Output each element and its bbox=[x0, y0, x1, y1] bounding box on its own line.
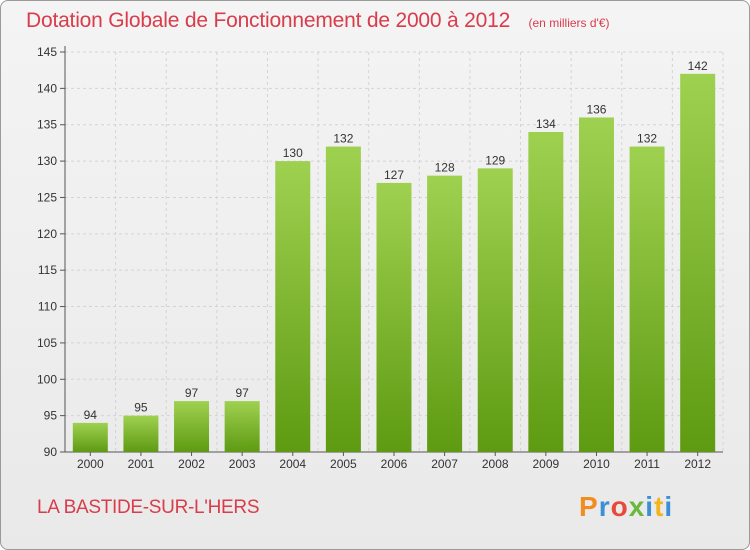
bar[interactable] bbox=[680, 73, 716, 453]
bar-value-label: 134 bbox=[536, 117, 556, 131]
y-tick-label: 125 bbox=[37, 190, 57, 204]
x-tick-label: 2012 bbox=[684, 457, 711, 471]
x-tick-label: 2011 bbox=[634, 457, 660, 471]
chart-title: Dotation Globale de Fonctionnement de 20… bbox=[26, 9, 511, 32]
bar[interactable] bbox=[123, 415, 159, 452]
bar-value-label: 132 bbox=[333, 132, 353, 146]
bar[interactable] bbox=[376, 182, 412, 452]
bar[interactable] bbox=[528, 132, 564, 452]
bar-value-label: 95 bbox=[134, 401, 148, 415]
title-row: Dotation Globale de Fonctionnement de 20… bbox=[26, 9, 610, 33]
bar[interactable] bbox=[427, 175, 463, 453]
y-tick-label: 135 bbox=[37, 118, 57, 132]
x-tick-label: 2003 bbox=[229, 457, 256, 471]
y-tick-label: 120 bbox=[37, 227, 57, 241]
bar-value-label: 129 bbox=[485, 153, 505, 167]
chart-subtitle: (en milliers d'€) bbox=[528, 16, 610, 30]
y-tick-label: 105 bbox=[37, 336, 57, 350]
x-tick-label: 2002 bbox=[178, 457, 205, 471]
bar-value-label: 127 bbox=[384, 168, 404, 182]
bar-value-label: 97 bbox=[185, 386, 199, 400]
x-tick-label: 2009 bbox=[532, 457, 559, 471]
x-tick-label: 2006 bbox=[381, 457, 408, 471]
bar-value-label: 136 bbox=[586, 102, 606, 116]
bar-value-label: 142 bbox=[688, 59, 708, 73]
bar-value-label: 128 bbox=[435, 161, 455, 175]
x-tick-label: 2000 bbox=[77, 457, 104, 471]
bar[interactable] bbox=[325, 146, 361, 452]
x-tick-label: 2008 bbox=[482, 457, 509, 471]
bar-value-label: 94 bbox=[84, 408, 98, 422]
proxiti-logo[interactable]: Proxiti bbox=[579, 491, 674, 522]
bar[interactable] bbox=[578, 117, 614, 453]
y-tick-label: 130 bbox=[37, 154, 57, 168]
x-tick-label: 2004 bbox=[279, 457, 306, 471]
bar[interactable] bbox=[72, 422, 108, 452]
x-tick-label: 2010 bbox=[583, 457, 610, 471]
y-tick-label: 90 bbox=[44, 445, 58, 459]
y-tick-label: 140 bbox=[37, 81, 57, 95]
bar[interactable] bbox=[275, 161, 311, 452]
bar[interactable] bbox=[174, 401, 210, 452]
y-tick-label: 110 bbox=[38, 300, 57, 314]
x-tick-label: 2005 bbox=[330, 457, 357, 471]
bar-value-label: 97 bbox=[235, 386, 249, 400]
x-tick-label: 2007 bbox=[431, 457, 458, 471]
y-tick-label: 115 bbox=[38, 263, 57, 277]
y-tick-label: 95 bbox=[44, 409, 58, 423]
x-tick-label: 2001 bbox=[128, 457, 155, 471]
y-tick-label: 145 bbox=[37, 45, 57, 59]
bar[interactable] bbox=[477, 168, 513, 452]
bar[interactable] bbox=[224, 401, 260, 452]
commune-name: LA BASTIDE-SUR-L'HERS bbox=[37, 497, 260, 518]
bar-value-label: 132 bbox=[637, 132, 657, 146]
bar-value-label: 130 bbox=[283, 146, 303, 160]
y-tick-label: 100 bbox=[37, 372, 57, 386]
bar[interactable] bbox=[629, 146, 665, 452]
